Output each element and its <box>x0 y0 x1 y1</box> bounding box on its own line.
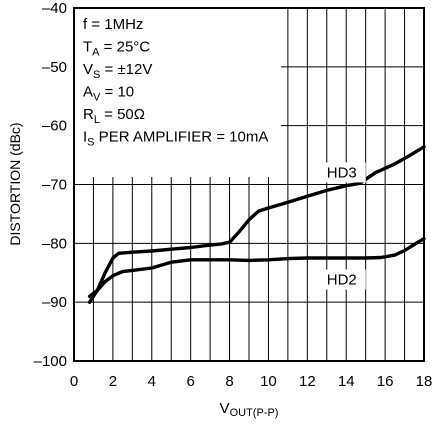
condition-main: I <box>83 129 87 146</box>
condition-rest: PER AMPLIFIER = 10mA <box>95 129 269 146</box>
condition-subscript: S <box>93 69 100 81</box>
x-tick-label: 4 <box>148 373 156 390</box>
tick-labels: 0 2 4 6 8 10 12 14 16 18 –100 –90 –80 –70 –60 –50 –40 <box>34 0 433 390</box>
condition-text: RL = 50Ω <box>83 106 145 126</box>
condition-subscript: L <box>94 114 100 126</box>
condition-text: AV = 10 <box>83 84 134 104</box>
condition-text: TA = 25°C <box>83 39 150 59</box>
condition-text: IS PER AMPLIFIER = 10mA <box>83 129 268 149</box>
conditions-background <box>75 9 281 177</box>
condition-rest: = 10 <box>100 84 134 101</box>
condition-main: A <box>83 84 93 101</box>
x-axis-title-main: V <box>220 400 230 417</box>
x-tick-label: 10 <box>260 373 277 390</box>
x-tick-label: 12 <box>299 373 316 390</box>
series-label-background <box>323 162 366 183</box>
x-tick-label: 6 <box>186 373 194 390</box>
condition-rest: = 25°C <box>100 39 151 56</box>
condition-main: V <box>83 61 93 78</box>
condition-main: R <box>83 106 94 123</box>
y-tick-label: –90 <box>42 294 67 311</box>
series-label-hd2: HD2 <box>327 272 357 289</box>
x-tick-label: 2 <box>109 373 117 390</box>
condition-subscript: V <box>93 92 101 104</box>
y-tick-label: –60 <box>42 118 67 135</box>
series-label-hd3: HD3 <box>327 164 357 181</box>
y-tick-label: –80 <box>42 235 67 252</box>
x-tick-label: 16 <box>377 373 394 390</box>
series-lines <box>87 145 426 304</box>
condition-text: f = 1MHz <box>83 16 143 33</box>
condition-rest: = 50Ω <box>100 106 145 123</box>
x-axis-title: VOUT(P-P) <box>220 400 279 419</box>
x-tick-label: 14 <box>338 373 355 390</box>
condition-subscript: A <box>92 47 100 59</box>
series-line-hd3 <box>87 145 426 304</box>
x-axis-title-sub: OUT(P-P) <box>230 407 279 419</box>
y-tick-label: –50 <box>42 59 67 76</box>
series-line-hd2 <box>87 236 426 298</box>
y-tick-label: –70 <box>42 177 67 194</box>
condition-main: T <box>83 39 92 56</box>
y-axis-title: DISTORTION (dBc) <box>7 122 23 245</box>
series-labels: HD3 HD2 <box>323 162 366 290</box>
y-tick-label: –40 <box>42 0 67 17</box>
condition-subscript: S <box>87 137 94 149</box>
series-label-background <box>323 269 366 290</box>
x-tick-label: 18 <box>416 373 433 390</box>
condition-text: VS = ±12V <box>83 61 152 81</box>
condition-rest: = ±12V <box>100 61 152 78</box>
condition-main: f = 1MHz <box>83 16 143 33</box>
x-tick-label: 0 <box>70 373 78 390</box>
x-tick-label: 8 <box>225 373 233 390</box>
y-tick-label: –100 <box>34 353 67 370</box>
plot-frame <box>73 7 425 362</box>
